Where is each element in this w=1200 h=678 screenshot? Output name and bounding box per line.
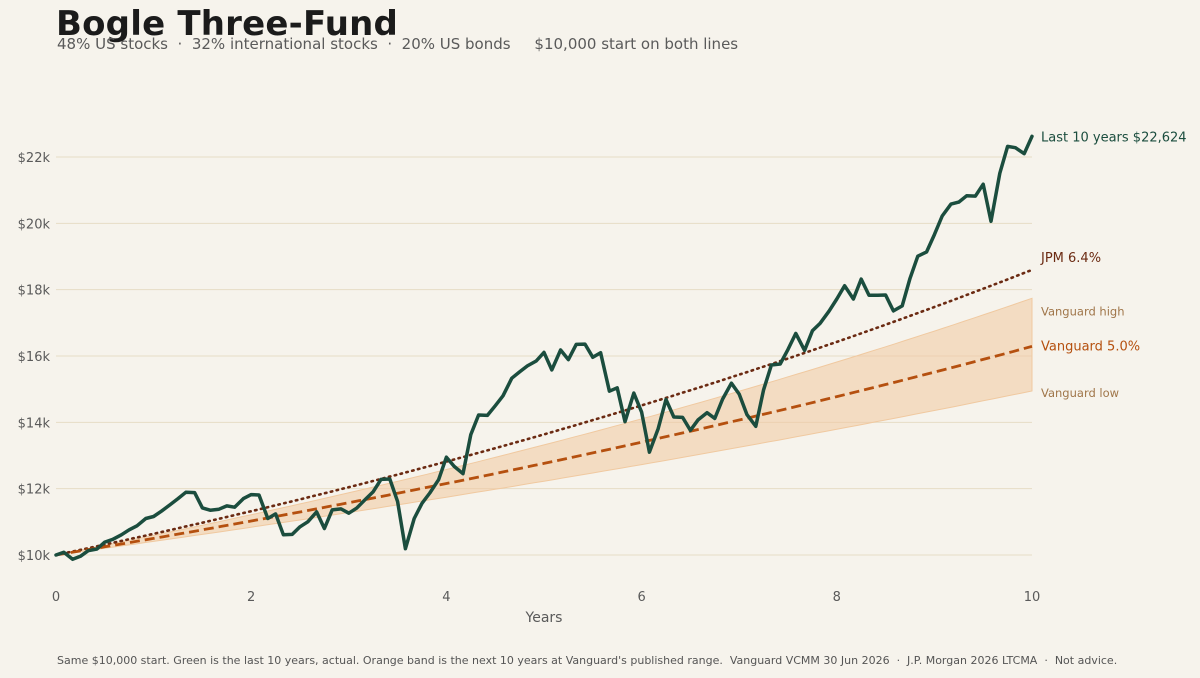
y-tick-label: $16k [18,350,51,365]
series-lines [54,134,1034,562]
vanguard-low-label: Vanguard low [1041,386,1119,400]
last-10-years-line [54,134,1034,562]
jpm-line [54,268,1034,557]
last-10-years-label: Last 10 years $22,624 [1041,130,1187,145]
vanguard-high-label: Vanguard high [1041,304,1125,318]
chart-subtitle: 48% US stocks · 32% international stocks… [57,35,739,53]
y-tick-label: $12k [18,483,51,498]
axis-ticks: $10k $12k $14k $16k $18k $20k $22k 0 2 4 6 8 10 Years [18,151,1041,626]
forecast-band [55,297,1033,556]
jpm-label: JPM 6.4% [1040,251,1101,266]
y-tick-label: $10k [18,549,51,564]
x-tick-label: 8 [833,590,841,605]
x-tick-label: 4 [442,590,450,605]
x-axis-label: Years [525,610,563,626]
chart-title: Bogle Three-Fund [56,4,399,44]
source-footnote: Same $10,000 start. Green is the last 10… [57,654,1118,667]
x-tick-label: 0 [52,590,60,605]
x-tick-label: 10 [1024,590,1041,605]
y-tick-label: $14k [18,416,51,431]
x-tick-label: 2 [247,590,255,605]
series-labels: Last 10 years $22,624 JPM 6.4% Vanguard hi… [1040,130,1187,400]
vanguard-label: Vanguard 5.0% [1041,339,1140,354]
y-tick-label: $20k [18,217,51,232]
y-tick-label: $22k [18,151,51,166]
vanguard-range-band [55,297,1033,556]
vanguard-line [55,345,1033,557]
y-tick-label: $18k [18,284,51,299]
x-tick-label: 6 [637,590,645,605]
